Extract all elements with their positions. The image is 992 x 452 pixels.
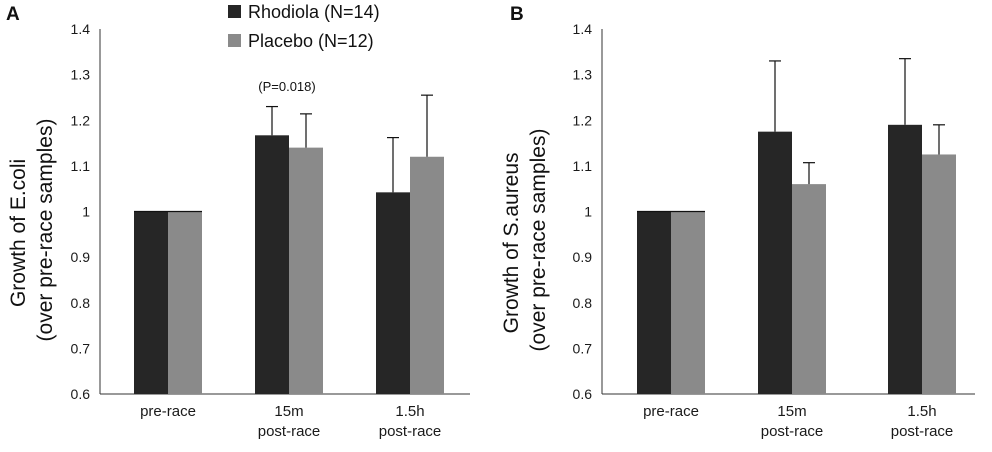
- y-tick-label: 1.3: [573, 67, 593, 83]
- y-tick-label: 1.3: [71, 67, 91, 83]
- x-tick-label: 15m: [274, 403, 303, 420]
- y-axis-title-b-line1: Growth of S.aureus: [500, 152, 523, 333]
- y-axis-title-a-line1: Growth of E.coli: [7, 159, 30, 307]
- bar-rhodiola: [758, 131, 792, 394]
- bar-rhodiola: [376, 192, 410, 394]
- y-axis-title-b-line2: (over pre-race samples): [527, 129, 550, 352]
- legend-swatch-placebo: [228, 34, 241, 47]
- y-tick-label: 0.8: [573, 295, 593, 311]
- x-tick-label: 1.5h: [907, 403, 936, 420]
- y-axis-title-a-line2: (over pre-race samples): [34, 119, 57, 342]
- bar-rhodiola: [134, 211, 168, 394]
- x-tick-label: post-race: [379, 423, 442, 440]
- y-tick-label: 1.4: [71, 21, 91, 37]
- legend-label-rhodiola: Rhodiola (N=14): [248, 2, 380, 22]
- y-tick-label: 0.9: [71, 249, 91, 265]
- bar-placebo: [671, 211, 705, 394]
- bar-rhodiola: [888, 124, 922, 394]
- y-tick-label: 0.6: [573, 386, 593, 402]
- y-tick-label: 1.4: [573, 21, 593, 37]
- panel-b: B Growth of S.aureus (over pre-race samp…: [500, 4, 975, 440]
- y-axis-title-b: Growth of S.aureus (over pre-race sample…: [500, 129, 550, 352]
- plot-area-b: 0.6 0.7 0.8 0.9 1 1.1 1.2 1.3 1.4 pre-race 15m post…: [573, 21, 975, 440]
- y-tick-label: 0.9: [573, 249, 593, 265]
- bar-placebo: [168, 211, 202, 394]
- y-tick-label: 1.1: [71, 158, 91, 174]
- y-tick-label: 0.8: [71, 295, 91, 311]
- panel-label-b: B: [510, 4, 524, 25]
- x-tick-label: pre-race: [643, 403, 699, 420]
- y-tick-label: 1.2: [71, 112, 91, 128]
- x-tick-label: 1.5h: [395, 403, 424, 420]
- y-tick-label: 0.7: [71, 340, 91, 356]
- x-tick-label: post-race: [891, 423, 954, 440]
- y-tick-label: 1: [584, 204, 592, 220]
- x-tick-label: post-race: [761, 423, 824, 440]
- legend-label-placebo: Placebo (N=12): [248, 31, 374, 51]
- y-axis-title-a: Growth of E.coli (over pre-race samples): [7, 119, 57, 342]
- bar-rhodiola: [637, 211, 671, 394]
- p-value-annotation: (P=0.018): [258, 79, 315, 94]
- x-tick-label: pre-race: [140, 403, 196, 420]
- x-tick-label: 15m: [777, 403, 806, 420]
- legend: Rhodiola (N=14) Placebo (N=12): [228, 2, 380, 51]
- plot-area-a: 0.6 0.7 0.8 0.9 1 1.1 1.2 1.3 1.4 pre-race 15m post…: [71, 21, 470, 440]
- legend-swatch-rhodiola: [228, 5, 241, 18]
- panel-label-a: A: [6, 4, 20, 25]
- y-tick-label: 0.7: [573, 340, 593, 356]
- y-tick-label: 1.1: [573, 158, 593, 174]
- y-tick-label: 0.6: [71, 386, 91, 402]
- y-tick-label: 1: [82, 204, 90, 220]
- bar-placebo: [410, 156, 444, 394]
- bar-rhodiola: [255, 135, 289, 394]
- bar-placebo: [792, 184, 826, 394]
- bar-placebo: [922, 154, 956, 394]
- bar-placebo: [289, 147, 323, 394]
- panel-a: A Growth of E.coli (over pre-race sample…: [6, 2, 470, 440]
- y-tick-label: 1.2: [573, 112, 593, 128]
- x-tick-label: post-race: [258, 423, 321, 440]
